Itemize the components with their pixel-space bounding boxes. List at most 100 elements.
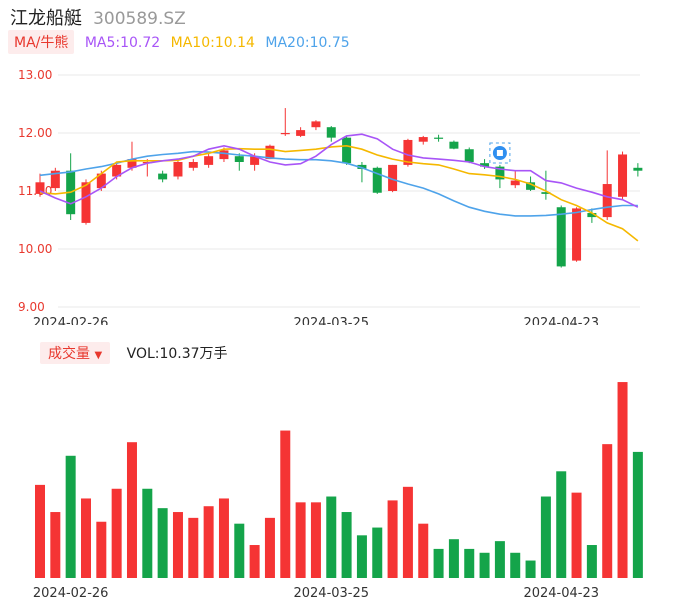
volume-bar [310,502,321,578]
candle [602,150,612,220]
price-candlestick-chart[interactable]: 13.00 12.00 11.00 10.00 9.00 2024-02-26 2024-0… [0,0,686,325]
candle-body [342,137,352,164]
candle-body [556,207,566,267]
candle-body [464,149,474,162]
candle [311,120,321,131]
volume-legend: 成交量 ▼ VOL:10.37万手 [40,342,228,364]
candle [572,207,582,262]
volume-bar [586,545,597,578]
marker-glyph [496,150,503,156]
candle-body [81,182,91,223]
candle-body [265,145,275,160]
ma5-label: MA5:10.72 [84,35,161,51]
candle-body [234,156,244,162]
volume-bar [479,552,490,578]
ma-indicator-selector[interactable]: MA/牛熊 [8,30,75,54]
ma5-line [39,133,639,208]
candle [81,179,91,225]
volume-bar-chart[interactable]: 2024-02-26 2024-03-25 2024-04-23 [0,366,686,606]
candle [296,127,306,138]
volume-bar [448,539,459,578]
candle [204,153,214,168]
candle-body [250,156,260,165]
volume-bar [35,484,45,578]
volume-bar [433,548,444,578]
candle [158,170,168,183]
volume-bar [218,498,229,578]
marker-frame [489,142,511,164]
candle-body [50,170,60,189]
volume-indicator-selector[interactable]: 成交量 ▼ [40,342,111,364]
volume-bar [632,451,643,578]
volume-bar [571,492,582,578]
dropdown-arrow-icon: ▼ [94,350,103,361]
volume-bar [295,502,306,578]
y-tick-label: 12.00 [18,126,52,140]
candle-body [35,182,45,194]
candle [388,164,398,193]
y-tick-label: 11.00 [18,184,52,198]
volume-bar [157,508,168,578]
volume-bar [188,517,199,578]
candle-body [372,167,382,193]
stock-code: 300589.SZ [93,9,186,29]
stock-header: 江龙船艇 300589.SZ [10,4,186,29]
candle [434,134,444,142]
candle-body [158,173,168,180]
volume-bar [617,382,628,578]
candle-body [495,166,505,180]
volume-bar [111,488,122,578]
ma10-line [39,144,639,242]
candle [188,159,198,171]
candle-body [326,127,336,138]
candle-body [541,192,551,194]
candle-body [403,139,413,165]
candle-body [510,180,520,186]
volume-bar [494,541,505,578]
volume-tag-label: 成交量 [48,346,90,362]
candle [127,141,137,171]
stock-name: 江龙船艇 [10,8,82,29]
candle-body [480,163,490,167]
candle [587,208,597,223]
candle-body [618,154,628,197]
candle [142,159,152,177]
candle-body [633,167,643,171]
y-tick-label: 10.00 [18,242,52,256]
candle [66,153,76,220]
candle-body [311,121,321,128]
candle-body [418,137,428,142]
candle [449,140,459,150]
candle-body [434,137,444,139]
candle [618,151,628,200]
candle-body [526,182,536,190]
volume-bar [280,430,291,578]
x-date-label: 2024-03-25 [293,586,369,601]
candle-body [188,162,198,168]
candle-body [602,184,612,218]
x-date-label: 2024-02-26 [33,586,109,601]
candle-body [219,150,229,160]
y-tick-label: 9.00 [18,300,45,314]
volume-bar [50,512,61,578]
ma20-label: MA20:10.75 [265,35,350,51]
candle [541,170,551,200]
x-date-label: 2024-02-26 [33,316,109,325]
volume-bar [96,521,107,578]
candle-body [449,141,459,149]
candle-body [388,164,398,191]
candle-body [280,133,290,135]
volume-bar [402,486,413,578]
candle-body [572,208,582,261]
volume-bar [341,512,352,578]
candle-body [96,173,106,189]
candle [357,162,367,183]
volume-bar [126,442,137,578]
candle-body [204,156,214,165]
x-date-label: 2024-04-23 [523,586,599,601]
candle [556,205,566,268]
x-date-label: 2024-03-25 [293,316,369,325]
volume-bar [326,496,337,578]
candle [326,126,336,142]
ma10-label: MA10:10.14 [170,35,255,51]
